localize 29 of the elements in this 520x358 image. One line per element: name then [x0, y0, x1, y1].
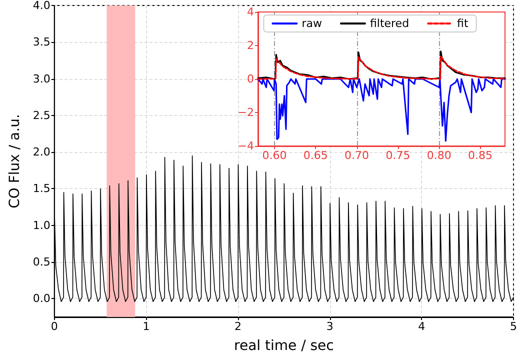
x-tick-label: 0.65	[303, 149, 328, 162]
y-tick-label: 0.0	[32, 292, 50, 306]
y-tick-label: 4.0	[32, 0, 50, 12]
x-tick-label: 0.80	[426, 149, 452, 162]
x-tick-label: 5	[510, 320, 517, 333]
y-tick-label: 1.0	[32, 218, 50, 232]
x-tick-label: 0.85	[468, 149, 493, 162]
x-tick-label: 1	[142, 320, 150, 333]
y-tick-label: 4	[247, 6, 254, 18]
x-tick-label: 3	[326, 320, 334, 333]
y-tick-label: −2	[238, 106, 254, 119]
legend-label: raw	[302, 17, 322, 30]
y-tick-label: 3.5	[32, 36, 50, 49]
y-axis-title: CO Flux / a.u.	[7, 114, 23, 208]
x-tick-label: 0.70	[344, 149, 370, 162]
y-tick-label: 2.0	[32, 146, 50, 159]
legend-label: filtered	[370, 17, 410, 30]
y-tick-label: 2.5	[32, 108, 50, 122]
y-tick-label: 0.5	[32, 256, 50, 269]
y-tick-label: 3.0	[32, 72, 50, 86]
y-tick-label: 0	[247, 72, 254, 86]
x-axis-title: real time / sec	[234, 338, 334, 354]
y-tick-label: 1.5	[32, 182, 50, 196]
y-tick-label: −4	[238, 140, 254, 152]
x-tick-label: 0.75	[386, 149, 410, 162]
x-tick-label: 0.60	[262, 149, 287, 162]
x-tick-label: 4	[418, 320, 426, 333]
y-tick-label: 2	[247, 39, 254, 52]
legend-label: fit	[457, 17, 469, 30]
